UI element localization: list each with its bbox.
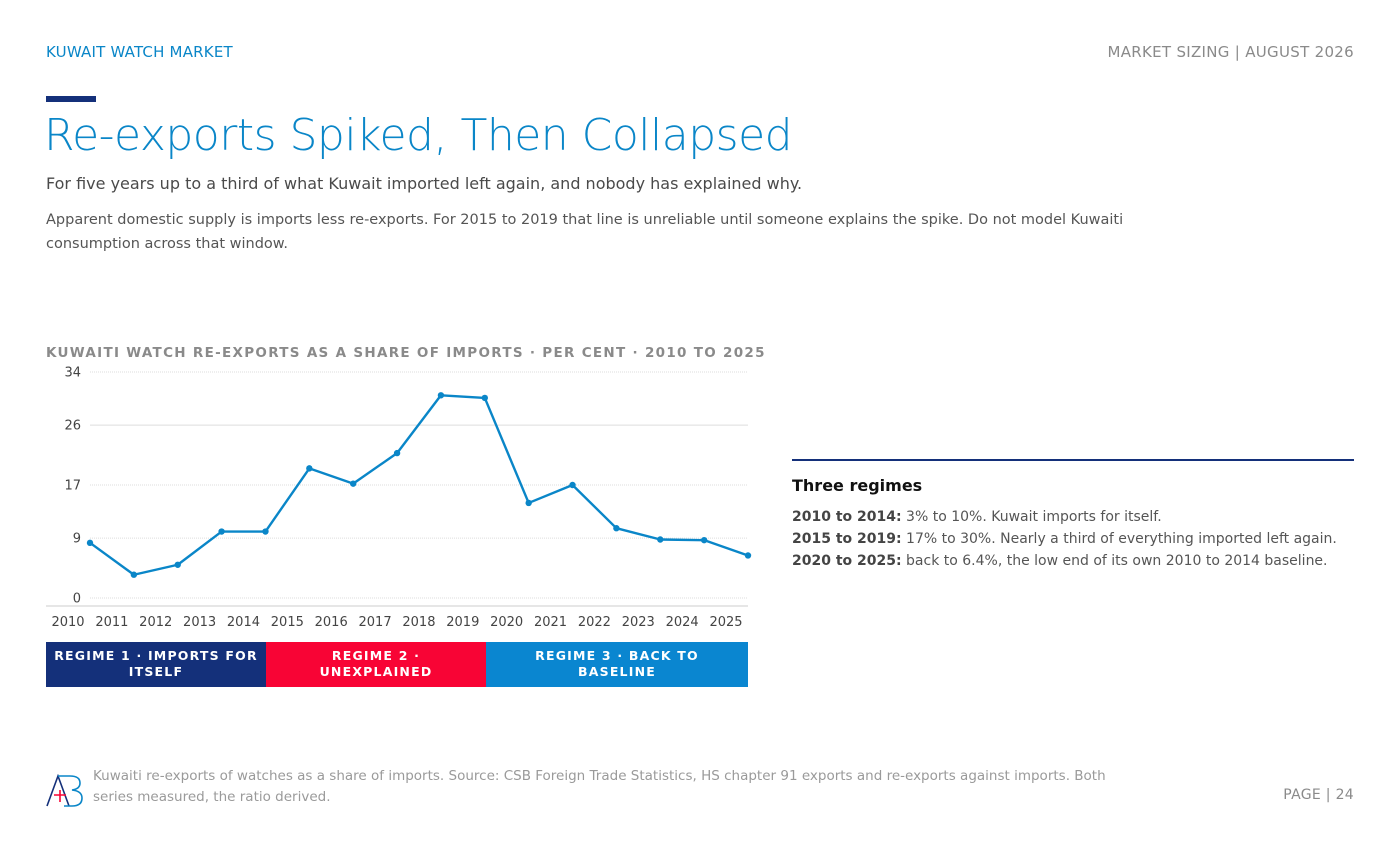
y-tick-label: 9	[73, 532, 81, 547]
data-point	[657, 536, 664, 543]
x-tick-label: 2016	[315, 615, 348, 630]
regime-1-band: REGIME 1 · IMPORTS FOR ITSELF	[46, 642, 266, 687]
x-tick-label: 2019	[446, 615, 479, 630]
regime-item: 2010 to 2014: 3% to 10%. Kuwait imports …	[792, 506, 1337, 528]
regime-text: back to 6.4%, the low end of its own 201…	[901, 553, 1328, 569]
data-point	[86, 539, 94, 547]
page-title: Re-exports Spiked, Then Collapsed	[44, 110, 793, 161]
data-point	[437, 392, 445, 399]
y-tick-label: 0	[73, 592, 81, 607]
source-note: Kuwaiti re-exports of watches as a share…	[93, 768, 1106, 805]
data-point	[130, 571, 138, 578]
data-point	[481, 394, 488, 402]
page-number: PAGE | 24	[1283, 787, 1354, 803]
y-tick-label: 34	[64, 366, 81, 381]
data-point	[525, 499, 532, 507]
x-tick-label: 2024	[666, 615, 699, 630]
report-meta: MARKET SIZING | AUGUST 2026	[1107, 43, 1354, 61]
x-tick-label: 2025	[709, 615, 742, 630]
panel-title: Three regimes	[792, 476, 923, 495]
brand-label: KUWAIT WATCH MARKET	[46, 43, 233, 61]
regime-item: 2020 to 2025: back to 6.4%, the low end …	[792, 550, 1337, 572]
x-tick-label: 2013	[183, 615, 216, 630]
y-tick-label: 17	[64, 479, 81, 494]
x-tick-label: 2015	[271, 615, 304, 630]
chart-title: KUWAITI WATCH RE-EXPORTS AS A SHARE OF I…	[46, 345, 766, 361]
regime-text: 3% to 10%. Kuwait imports for itself.	[901, 509, 1162, 525]
line-chart: 0 9 17 26 34 2010 2011 2012 2013 2014 2015 2016 2017…	[46, 366, 752, 630]
data-point	[700, 536, 708, 544]
data-point	[262, 528, 269, 535]
data-point	[174, 561, 181, 568]
x-tick-label: 2014	[227, 615, 260, 630]
data-point	[393, 449, 401, 457]
data-point	[306, 465, 313, 472]
data-point	[613, 525, 620, 532]
data-point	[218, 528, 225, 535]
y-tick-label: 26	[64, 419, 81, 434]
x-tick-label: 2020	[490, 615, 523, 630]
x-tick-label: 2022	[578, 615, 611, 630]
regime-item: 2015 to 2019: 17% to 30%. Nearly a third…	[792, 528, 1337, 550]
x-tick-label: 2010	[51, 615, 84, 630]
regime-3-band: REGIME 3 · BACK TO BASELINE	[486, 642, 748, 687]
series-line	[89, 394, 749, 576]
x-tick-label: 2021	[534, 615, 567, 630]
x-tick-label: 2017	[359, 615, 392, 630]
x-tick-label: 2018	[402, 615, 435, 630]
regime-period: 2020 to 2025:	[792, 553, 902, 569]
x-tick-label: 2012	[139, 615, 172, 630]
body-text: Apparent domestic supply is imports less…	[46, 212, 1124, 252]
ab-logo-icon	[46, 774, 83, 807]
regime-period: 2010 to 2014:	[792, 509, 902, 525]
data-point	[569, 481, 576, 489]
data-point	[744, 552, 752, 559]
data-point	[350, 480, 357, 487]
regime-list: 2010 to 2014: 3% to 10%. Kuwait imports …	[792, 506, 1337, 572]
regime-text: 17% to 30%. Nearly a third of everything…	[901, 531, 1337, 547]
panel-divider	[792, 459, 1354, 461]
title-accent-bar	[46, 96, 96, 102]
x-tick-label: 2023	[622, 615, 655, 630]
page-subtitle: For five years up to a third of what Kuw…	[46, 174, 803, 193]
x-tick-label: 2011	[95, 615, 128, 630]
regime-period: 2015 to 2019:	[792, 531, 902, 547]
regime-2-band: REGIME 2 · UNEXPLAINED	[266, 642, 486, 687]
